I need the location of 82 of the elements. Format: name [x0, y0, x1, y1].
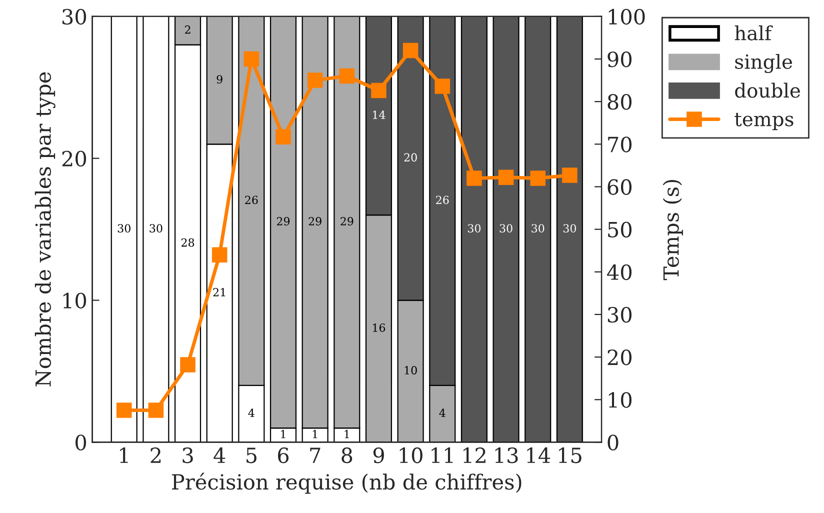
- data-label: 16: [373, 323, 386, 332]
- y-tick-label: 20: [62, 150, 86, 167]
- data-label: 14: [373, 110, 386, 119]
- data-label: 9: [216, 75, 222, 84]
- point: [434, 78, 450, 94]
- legend-label: single: [735, 54, 792, 74]
- data-label: 10: [404, 366, 417, 374]
- data-label: 28: [181, 238, 194, 247]
- x-tick-label: 3: [182, 447, 193, 464]
- data-label: 30: [563, 224, 576, 233]
- y2-tick-label: 40: [607, 264, 632, 280]
- data-label: 4: [248, 408, 254, 417]
- point: [402, 42, 418, 58]
- legend-label: double: [735, 82, 800, 98]
- y2-tick-label: 60: [608, 179, 632, 195]
- x-axis-title: Précision requise (nb de chiffres): [172, 472, 522, 494]
- y2-tick-label: 20: [608, 350, 632, 366]
- x-tick-label: 13: [495, 447, 518, 464]
- point: [562, 168, 578, 183]
- data-label: 2: [184, 25, 190, 34]
- x-tick-label: 9: [373, 447, 384, 464]
- legend-label: half: [734, 25, 773, 40]
- y2-tick-label: 0: [608, 434, 618, 450]
- point: [339, 68, 355, 84]
- y-tick-label: 30: [62, 8, 86, 25]
- data-label: 26: [436, 196, 449, 204]
- data-label: 29: [340, 217, 354, 226]
- data-label: 30: [468, 224, 481, 233]
- point: [180, 357, 196, 372]
- y-tick-label: 0: [76, 434, 86, 450]
- point: [498, 170, 514, 186]
- bar: [110, 16, 138, 442]
- y2-tick-label: 70: [608, 136, 632, 152]
- data-label: 30: [500, 224, 512, 233]
- y2-tick-label: 100: [608, 8, 645, 25]
- data-label: 21: [213, 288, 226, 296]
- y2-tick-label: 10: [608, 392, 632, 408]
- point: [307, 72, 323, 88]
- y-tick-label: 10: [63, 292, 86, 308]
- x-tick-label: 11: [432, 447, 453, 463]
- bar: [142, 16, 170, 442]
- data-label: 30: [532, 224, 544, 233]
- x-tick-label: 14: [527, 447, 550, 463]
- data-label: 1: [281, 430, 286, 438]
- point: [466, 170, 482, 186]
- x-tick-label: 2: [150, 447, 161, 463]
- bar: [524, 16, 552, 442]
- data-label: 26: [245, 196, 258, 204]
- x-tick-label: 10: [400, 447, 422, 464]
- data-label: 1: [344, 430, 349, 438]
- data-label: 29: [308, 217, 322, 226]
- x-tick-label: 4: [214, 447, 226, 463]
- bar: [556, 16, 583, 442]
- point: [530, 170, 546, 186]
- x-tick-label: 6: [278, 447, 289, 464]
- x-tick-label: 7: [310, 448, 320, 463]
- x-tick-label: 1: [120, 447, 128, 463]
- legend-label: temps: [734, 112, 794, 130]
- data-label: 30: [118, 224, 130, 233]
- data-label: 30: [150, 224, 162, 233]
- bar: [492, 16, 520, 442]
- point: [116, 402, 132, 418]
- y2-tick-label: 50: [608, 222, 632, 238]
- y2-tick-label: 80: [608, 94, 632, 110]
- point: [148, 402, 164, 418]
- y2-tick-label: 90: [608, 51, 632, 68]
- x-tick-label: 12: [464, 447, 486, 463]
- y2-tick-label: 30: [608, 306, 632, 323]
- bar: [460, 16, 488, 442]
- data-label: 20: [404, 153, 417, 162]
- point: [276, 129, 291, 145]
- data-label: 29: [276, 217, 290, 226]
- data-label: 4: [439, 408, 446, 417]
- y2-axis-title: Temps (s): [662, 180, 683, 280]
- data-label: 1: [312, 430, 318, 438]
- x-tick-label: 8: [342, 447, 352, 464]
- point: [212, 247, 228, 262]
- x-tick-label: 5: [246, 448, 256, 464]
- point: [371, 82, 386, 98]
- y-axis-title: Nombre de variables par type: [34, 72, 56, 386]
- x-tick-label: 15: [558, 447, 582, 464]
- point: [244, 51, 260, 67]
